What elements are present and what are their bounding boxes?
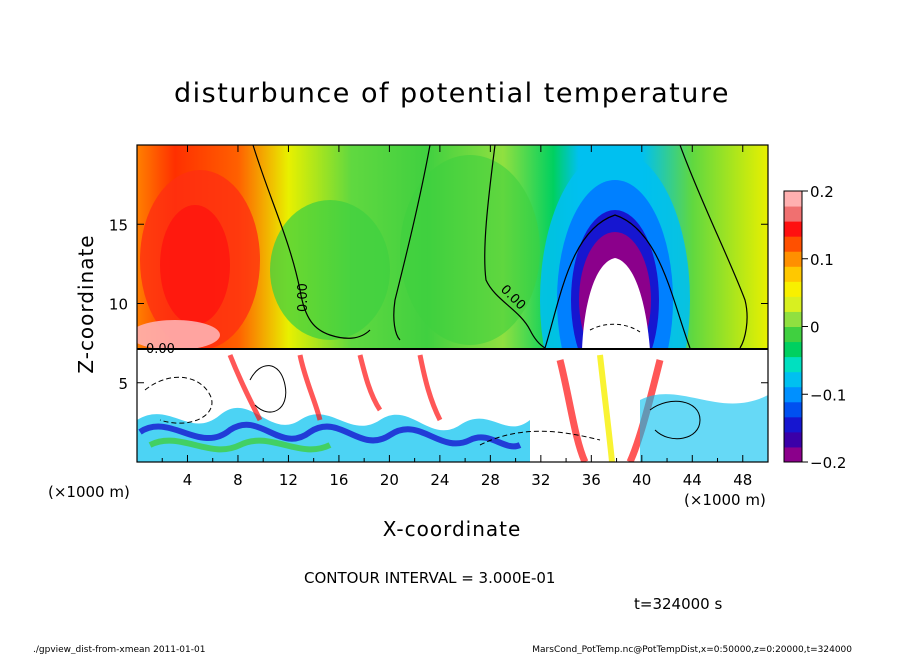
colorbar-ticks: 0.2 0.1 0 −0.1 −0.2 bbox=[802, 183, 846, 472]
x-tick-label: 48 bbox=[733, 471, 752, 489]
contour-label-1: 0.00 bbox=[296, 283, 311, 312]
x-tick-label: 24 bbox=[430, 471, 449, 489]
colorbar-tick-label: −0.2 bbox=[810, 454, 846, 472]
colorbar-swatch bbox=[784, 281, 802, 297]
x-tick-label: 8 bbox=[233, 471, 243, 489]
x-axis: 4 8 12 16 20 24 28 32 36 40 44 48 bbox=[161, 145, 752, 489]
warm-core bbox=[160, 205, 230, 325]
colorbar-swatch bbox=[784, 206, 802, 222]
contour-9 bbox=[249, 365, 287, 413]
colorbar-swatch bbox=[784, 221, 802, 237]
warm-edge bbox=[137, 320, 220, 350]
x-unit-right: (×1000 m) bbox=[684, 491, 766, 509]
y-tick-label: 10 bbox=[109, 296, 128, 314]
colorbar-swatch bbox=[784, 296, 802, 312]
turbulent-streaks bbox=[227, 354, 443, 422]
contour-interval: CONTOUR INTERVAL = 3.000E-01 bbox=[304, 569, 555, 587]
x-tick-label: 20 bbox=[380, 471, 399, 489]
contour-1 bbox=[252, 145, 371, 339]
x-tick-label: 12 bbox=[279, 471, 298, 489]
plume-1 bbox=[270, 200, 390, 340]
contour-5 bbox=[679, 145, 748, 349]
colorbar-tick-label: 0.1 bbox=[810, 251, 834, 269]
y-tick-label: 5 bbox=[118, 375, 128, 393]
x-tick-label: 36 bbox=[582, 471, 601, 489]
colorbar-swatch bbox=[784, 356, 802, 373]
colorbar-swatch bbox=[784, 251, 802, 267]
colorbar-swatch bbox=[784, 266, 802, 282]
colorbar-swatch bbox=[784, 236, 802, 252]
x-tick-label: 4 bbox=[183, 471, 193, 489]
lower-band-yellow bbox=[597, 354, 615, 462]
x-tick-label: 32 bbox=[531, 471, 550, 489]
colorbar-swatch bbox=[784, 326, 802, 343]
footer-right: MarsCond_PotTemp.nc@PotTempDist,x=0:5000… bbox=[532, 645, 852, 654]
plume-2 bbox=[400, 155, 540, 345]
colorbar bbox=[784, 191, 802, 463]
contour-3 bbox=[484, 145, 546, 349]
x-tick-label: 28 bbox=[481, 471, 500, 489]
footer-left: ./gpview_dist-from-xmean 2011-01-01 bbox=[33, 645, 205, 654]
lower-band-blue bbox=[138, 421, 522, 450]
y-tick-label: 15 bbox=[109, 216, 128, 234]
x-tick-label: 44 bbox=[683, 471, 702, 489]
x-axis-label: X-coordinate bbox=[383, 517, 522, 541]
plot-field bbox=[137, 145, 768, 462]
time-stamp: t=324000 s bbox=[634, 595, 722, 613]
x-tick-label: 40 bbox=[632, 471, 651, 489]
chart-title: disturbunce of potential temperature bbox=[174, 78, 730, 109]
colorbar-swatch bbox=[784, 446, 802, 463]
colorbar-swatch bbox=[784, 191, 802, 207]
y-axis: 5 10 15 bbox=[109, 216, 768, 393]
contour-label-3: 0.00 bbox=[146, 342, 175, 357]
colorbar-tick-label: −0.1 bbox=[810, 386, 846, 404]
colorbar-swatch bbox=[784, 311, 802, 327]
x-tick-label: 16 bbox=[329, 471, 348, 489]
colorbar-swatch bbox=[784, 371, 802, 388]
x-unit-left: (×1000 m) bbox=[48, 483, 130, 501]
contour-6 bbox=[144, 376, 213, 424]
colorbar-tick-label: 0.2 bbox=[810, 183, 834, 201]
colorbar-tick-label: 0 bbox=[810, 319, 820, 337]
colorbar-swatch bbox=[784, 431, 802, 448]
lower-band-green bbox=[148, 437, 332, 453]
lower-band-right bbox=[640, 394, 768, 462]
contour-2 bbox=[393, 145, 431, 341]
contour-10 bbox=[649, 400, 701, 440]
colorbar-swatch bbox=[784, 341, 802, 358]
colorbar-swatch bbox=[784, 386, 802, 403]
cold-dome-white bbox=[582, 258, 650, 350]
colorbar-swatch bbox=[784, 401, 802, 418]
contour-4 bbox=[544, 214, 691, 349]
colorbar-swatch bbox=[784, 416, 802, 433]
y-axis-label: Z-coordinate bbox=[74, 234, 98, 373]
